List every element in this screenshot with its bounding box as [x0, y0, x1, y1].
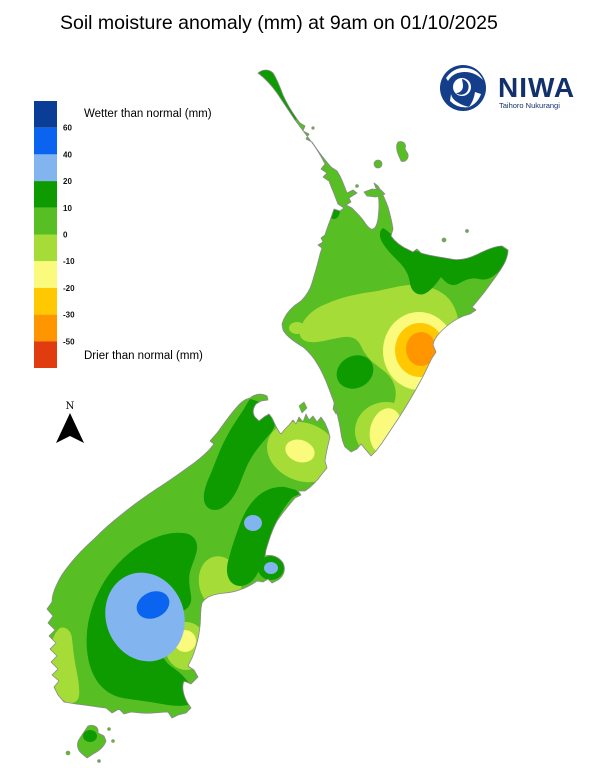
hauraki-gulf-islet — [355, 184, 359, 188]
map-title: Soil moisture anomaly (mm) at 9am on 01/… — [60, 12, 498, 34]
legend-cell — [34, 101, 57, 128]
nw-nelson-wet-region — [203, 399, 276, 510]
white-island — [465, 229, 469, 233]
legend-cell — [34, 314, 57, 342]
little-barrier-island — [373, 159, 383, 169]
legend-cell — [34, 154, 57, 182]
southern-islet — [97, 759, 101, 763]
legend-tick-label: 60 — [63, 124, 72, 133]
north-arrow: N — [56, 401, 84, 443]
legend-tick-label: -20 — [63, 284, 75, 293]
legend-cell — [34, 287, 57, 315]
legend-tick-label: 10 — [63, 204, 72, 213]
legend-drier-label: Drier than normal (mm) — [84, 350, 203, 362]
legend-cell — [34, 341, 57, 368]
inland-canterbury-wet-spot — [244, 515, 262, 531]
stewart-island-wet-patch — [83, 730, 97, 742]
mayor-island — [441, 237, 447, 243]
legend-cell — [34, 234, 57, 262]
south-island-anomaly-contours — [51, 399, 330, 706]
fiordland-coast-dry-strip — [51, 627, 80, 704]
offshore-islands-north — [311, 126, 469, 416]
southern-islet — [107, 727, 111, 731]
marlborough-pale-core — [285, 439, 315, 463]
kaikoura-canterbury-wet-region — [226, 486, 300, 586]
durville-island — [298, 401, 308, 414]
banks-peninsula-wet-spot — [264, 562, 278, 574]
manawatu-wet-patch — [336, 355, 374, 389]
bay-of-plenty-east-cape-wet-band — [379, 228, 508, 295]
taranaki-coast-spot — [289, 322, 305, 334]
niwa-koru-icon — [440, 65, 486, 111]
southern-islet — [111, 739, 115, 743]
legend-tick-label: -10 — [63, 257, 75, 266]
legend-cell — [34, 181, 57, 208]
central-otago-wet-core — [136, 591, 170, 619]
southern-islet — [65, 750, 71, 756]
legend-tick-label: -30 — [63, 311, 75, 320]
kapiti-island — [332, 403, 338, 416]
north-label: N — [66, 401, 75, 412]
legend-cell — [34, 207, 57, 235]
niwa-logo: NIWA Taihoro Nukurangi — [440, 65, 575, 111]
legend-tick-label: 40 — [63, 150, 72, 159]
legend-colorbar: 60 40 20 10 0 -10 -20 -30 -50 Wetter tha… — [34, 101, 212, 368]
legend-cell — [34, 261, 57, 288]
legend-tick-label: -50 — [63, 337, 75, 346]
niwa-wordmark: NIWA — [498, 72, 575, 103]
legend-wetter-label: Wetter than normal (mm) — [84, 108, 212, 120]
stewart-island-anomaly-contours — [83, 730, 97, 742]
offshore-islands-south — [65, 401, 308, 763]
legend-cell — [34, 127, 57, 155]
waiheke-island — [363, 188, 386, 198]
north-arrow-icon — [56, 413, 84, 443]
legend-tick-label: 0 — [63, 231, 68, 240]
niwa-subtitle: Taihoro Nukurangi — [499, 101, 560, 110]
hawkes-bay-dry-core — [406, 332, 436, 366]
legend-tick-label: 20 — [63, 177, 72, 186]
bay-of-islands-islet — [311, 126, 315, 130]
great-barrier-island — [396, 141, 409, 162]
